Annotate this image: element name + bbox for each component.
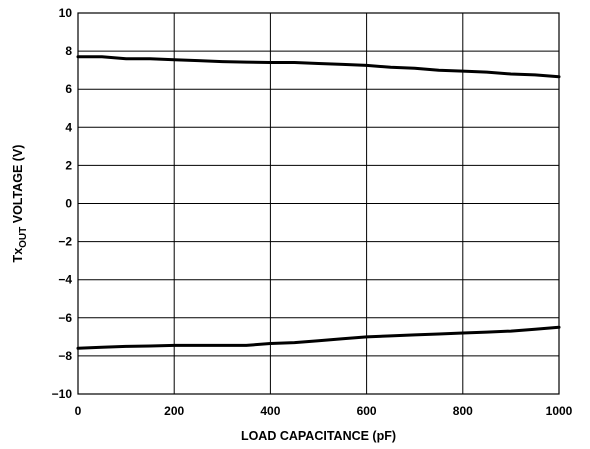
y-axis-title-prefix: Tx <box>11 248 25 263</box>
x-tick-label: 800 <box>453 404 473 418</box>
y-axis-title-suffix: VOLTAGE (V) <box>11 145 25 227</box>
x-tick-label: 600 <box>357 404 377 418</box>
x-axis-title: LOAD CAPACITANCE (pF) <box>241 429 396 443</box>
gridlines <box>77 12 560 395</box>
x-tick-label: 1000 <box>546 404 573 418</box>
y-axis-title-subscript: OUT <box>18 227 29 248</box>
y-tick-label: 4 <box>65 120 72 134</box>
y-tick-label: 8 <box>65 44 72 58</box>
y-tick-labels: 10 8 6 4 2 0 −2 −4 −6 −8 −10 <box>52 6 73 401</box>
y-tick-label: 2 <box>65 158 72 172</box>
y-tick-label: −10 <box>52 387 73 401</box>
y-tick-label: 10 <box>59 6 73 20</box>
x-tick-label: 200 <box>164 404 184 418</box>
y-axis-title: TxOUT VOLTAGE (V) <box>11 145 29 263</box>
y-tick-label: −2 <box>58 235 72 249</box>
x-tick-label: 0 <box>75 404 82 418</box>
plot-frame <box>77 12 560 395</box>
series-layer <box>76 55 561 350</box>
y-tick-label: −8 <box>58 349 72 363</box>
y-tick-label: 0 <box>65 197 72 211</box>
series-line-upper <box>76 55 561 79</box>
x-tick-label: 400 <box>260 404 280 418</box>
y-tick-label: −4 <box>58 273 72 287</box>
y-tick-label: 6 <box>65 82 72 96</box>
x-tick-labels: 0 200 400 600 800 1000 <box>75 404 573 418</box>
y-tick-label: −6 <box>58 311 72 325</box>
series-line-lower <box>76 325 561 350</box>
